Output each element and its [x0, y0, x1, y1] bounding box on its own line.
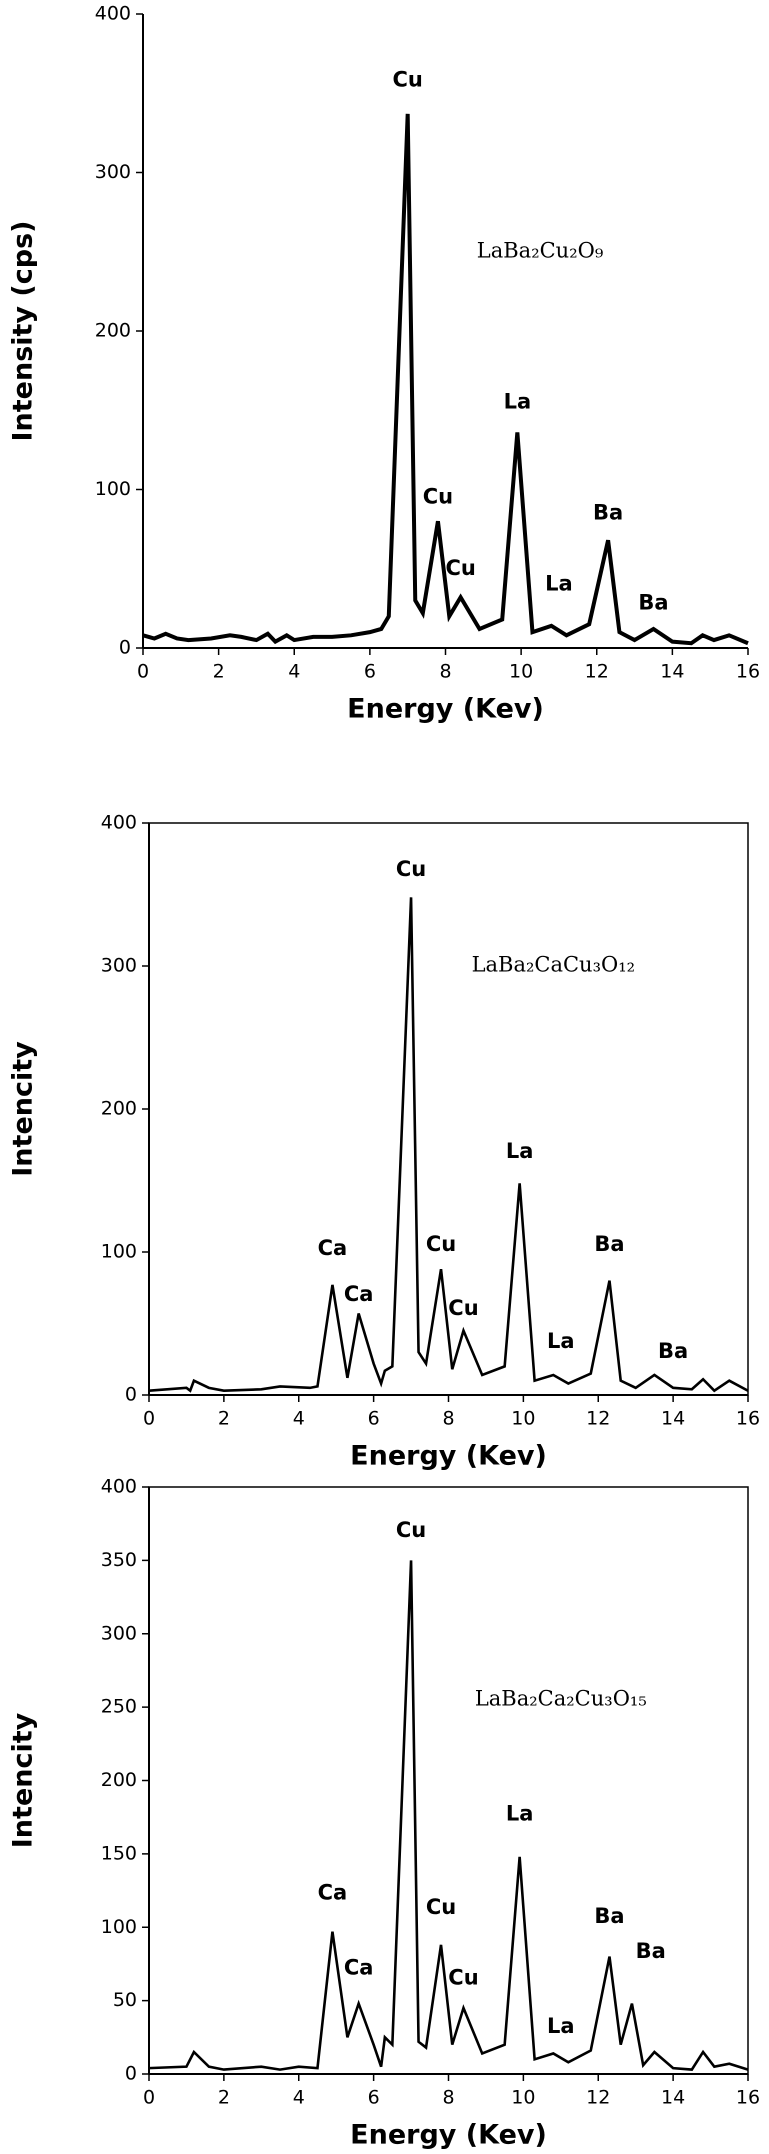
y-tick-label: 50: [113, 1989, 137, 2011]
x-tick-label: 2: [218, 2087, 230, 2109]
y-tick-label: 300: [101, 1622, 137, 1644]
x-axis-title: Energy (Kev): [350, 2120, 547, 2151]
x-tick-label: 10: [511, 1408, 535, 1430]
peak-label: Ca: [318, 1880, 348, 1904]
y-axis-title: Intensity (cps): [8, 220, 39, 441]
x-tick-label: 2: [218, 1408, 230, 1430]
y-tick-label: 0: [125, 2063, 137, 2085]
x-tick-label: 8: [439, 661, 451, 683]
spectrum-line: [142, 113, 749, 646]
peak-label: La: [506, 1139, 534, 1163]
compound-label: LaBa₂Cu₂O₉: [477, 238, 603, 262]
x-tick-label: 14: [660, 661, 684, 683]
y-tick-label: 200: [101, 1098, 137, 1120]
x-tick-label: 0: [143, 2087, 155, 2109]
x-tick-label: 10: [511, 2087, 535, 2109]
x-tick-label: 2: [213, 661, 225, 683]
peak-label: Ba: [594, 1232, 624, 1256]
peak-label: Ba: [594, 1904, 624, 1928]
y-tick-label: 100: [101, 1916, 137, 1938]
peak-label: Cu: [445, 556, 475, 580]
x-tick-label: 12: [585, 661, 609, 683]
y-tick-label: 100: [95, 478, 131, 500]
x-tick-label: 0: [137, 661, 149, 683]
peak-label: Ba: [638, 591, 668, 615]
y-tick-label: 300: [95, 161, 131, 183]
y-axis-title: Intencity: [8, 1041, 39, 1177]
peak-label: La: [547, 1329, 575, 1353]
peak-label: Ca: [344, 1955, 374, 1979]
y-tick-label: 100: [101, 1241, 137, 1263]
x-tick-label: 12: [586, 2087, 610, 2109]
spectrum-line: [148, 1560, 749, 2071]
x-tick-label: 16: [736, 661, 760, 683]
x-tick-label: 16: [736, 1408, 760, 1430]
peak-label: Cu: [396, 1518, 426, 1542]
x-tick-label: 0: [143, 1408, 155, 1430]
y-tick-label: 250: [101, 1696, 137, 1718]
peak-label: La: [504, 389, 532, 413]
y-axis-title: Intencity: [8, 1712, 39, 1848]
x-tick-label: 6: [364, 661, 376, 683]
x-tick-label: 6: [368, 2087, 380, 2109]
y-tick-label: 200: [95, 320, 131, 342]
peak-label: Cu: [426, 1232, 456, 1256]
peak-label: Cu: [448, 1966, 478, 1990]
peak-label: Cu: [393, 68, 423, 92]
peak-label: La: [506, 1801, 534, 1825]
y-tick-label: 350: [101, 1549, 137, 1571]
x-tick-label: 14: [661, 1408, 685, 1430]
peak-label: Ca: [318, 1236, 348, 1260]
x-axis-title: Energy (Kev): [347, 694, 544, 725]
compound-label: LaBa₂CaCu₃O₁₂: [472, 953, 636, 977]
x-tick-label: 8: [442, 2087, 454, 2109]
peak-label: Cu: [396, 857, 426, 881]
peak-label: La: [547, 2014, 575, 2038]
y-tick-label: 400: [95, 3, 131, 25]
peak-label: Ba: [593, 500, 623, 524]
y-tick-label: 0: [125, 1384, 137, 1406]
x-tick-label: 4: [293, 2087, 305, 2109]
compound-label: LaBa₂Ca₂Cu₃O₁₅: [475, 1686, 647, 1710]
x-tick-label: 6: [368, 1408, 380, 1430]
x-tick-label: 10: [509, 661, 533, 683]
peak-label: Ba: [636, 1939, 666, 1963]
y-tick-label: 200: [101, 1769, 137, 1791]
x-tick-label: 14: [661, 2087, 685, 2109]
x-tick-label: 8: [442, 1408, 454, 1430]
y-tick-label: 400: [101, 812, 137, 834]
peak-label: Cu: [426, 1895, 456, 1919]
y-tick-label: 300: [101, 955, 137, 977]
peak-label: Ba: [658, 1339, 688, 1363]
y-tick-label: 0: [119, 637, 131, 659]
x-tick-label: 4: [288, 661, 300, 683]
peak-label: Ca: [344, 1282, 374, 1306]
x-tick-label: 12: [586, 1408, 610, 1430]
y-tick-label: 400: [101, 1476, 137, 1498]
x-axis-title: Energy (Kev): [350, 1441, 547, 1472]
y-tick-label: 150: [101, 1842, 137, 1864]
x-tick-label: 4: [293, 1408, 305, 1430]
peak-label: Cu: [448, 1296, 478, 1320]
spectrum-line: [148, 897, 749, 1393]
peak-label: La: [545, 572, 573, 596]
x-tick-label: 16: [736, 2087, 760, 2109]
peak-label: Cu: [423, 484, 453, 508]
